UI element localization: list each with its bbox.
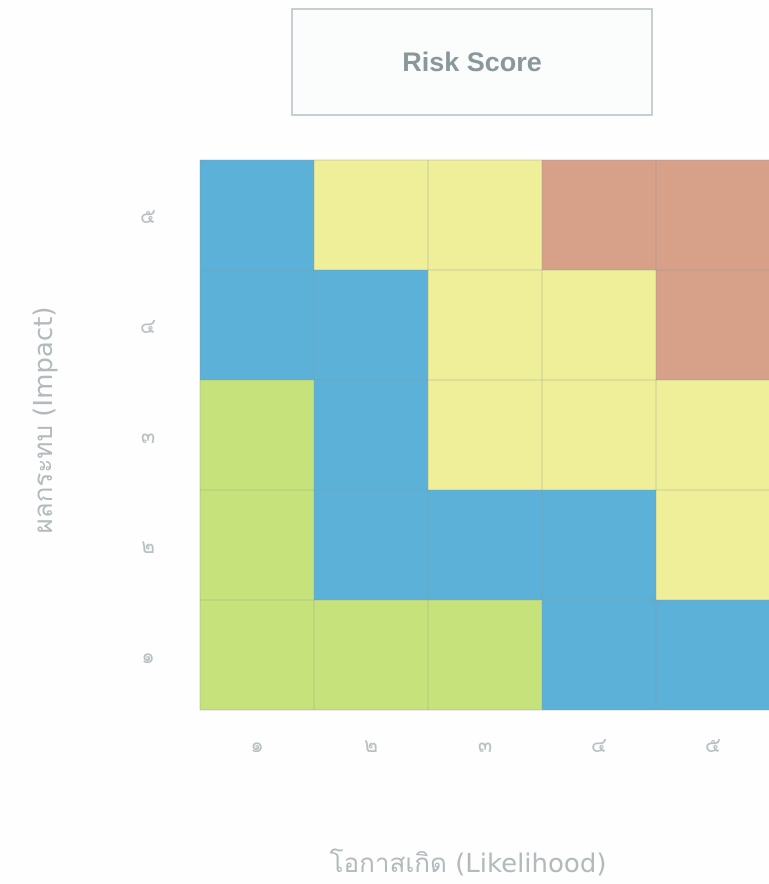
chart-title-box: Risk Score [291,8,653,116]
cell-impact1-likelihood1 [200,600,314,710]
x-tick-label: ๒ [364,733,378,757]
cell-impact3-likelihood5 [656,380,769,490]
cell-impact2-likelihood1 [200,490,314,600]
x-tick-label: ๓ [478,733,492,757]
x-axis-label: โอกาสเกิด (Likelihood) [330,848,607,879]
grid-lines [199,159,769,711]
y-tick-label: ๕ [140,204,156,228]
cell-impact4-likelihood2 [314,270,428,380]
cell-impact5-likelihood4 [542,160,656,270]
cell-impact2-likelihood4 [542,490,656,600]
cell-impact4-likelihood3 [428,270,542,380]
cell-impact1-likelihood4 [542,600,656,710]
heatmap-cells [200,160,769,710]
y-tick-labels: ๑ ๒ ๓ ๔ ๕ [140,204,156,668]
cell-impact3-likelihood1 [200,380,314,490]
y-tick-label: ๑ [141,644,154,668]
cell-impact2-likelihood2 [314,490,428,600]
y-tick-label: ๓ [141,424,155,448]
cell-impact3-likelihood3 [428,380,542,490]
cell-impact5-likelihood3 [428,160,542,270]
y-tick-label: ๒ [141,534,155,558]
cell-impact5-likelihood2 [314,160,428,270]
x-tick-labels: ๑ ๒ ๓ ๔ ๕ [250,733,721,757]
y-axis-label: ผลกระทบ (Impact) [29,307,59,534]
x-tick-label: ๔ [591,733,607,757]
cell-impact1-likelihood5 [656,600,769,710]
x-tick-label: ๑ [250,733,263,757]
x-tick-label: ๕ [705,733,721,757]
cell-impact4-likelihood4 [542,270,656,380]
cell-impact1-likelihood3 [428,600,542,710]
cell-impact3-likelihood2 [314,380,428,490]
cell-impact1-likelihood2 [314,600,428,710]
cell-impact4-likelihood5 [656,270,769,380]
y-tick-label: ๔ [140,314,156,338]
cell-impact3-likelihood4 [542,380,656,490]
cell-impact2-likelihood5 [656,490,769,600]
cell-impact5-likelihood5 [656,160,769,270]
cell-impact4-likelihood1 [200,270,314,380]
cell-impact5-likelihood1 [200,160,314,270]
cell-impact2-likelihood3 [428,490,542,600]
chart-title: Risk Score [402,46,542,77]
